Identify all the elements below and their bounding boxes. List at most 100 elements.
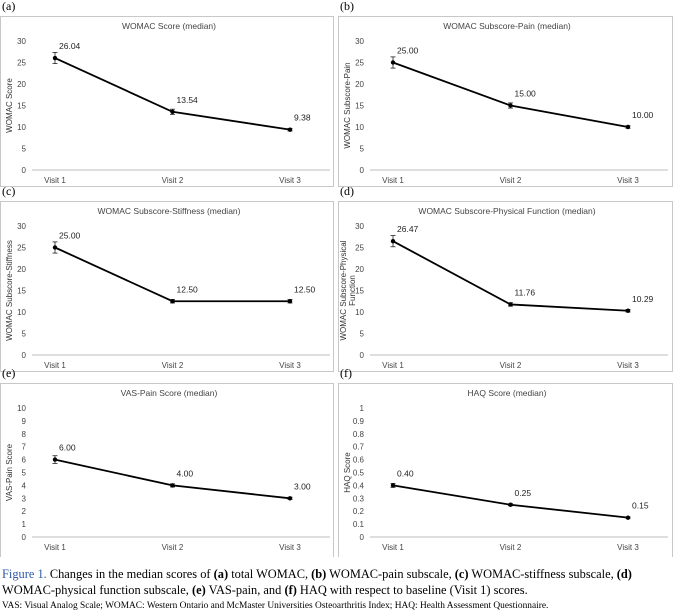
data-label: 0.25 [515, 488, 532, 498]
data-label: 15.00 [515, 89, 537, 99]
y-axis-label: WOMAC Subscore-Pain [343, 62, 352, 148]
y-tick-label: 0.7 [353, 443, 365, 452]
line-chart: WOMAC Subscore-Stiffness (median) 0 5 10 15 2… [0, 201, 334, 372]
y-tick-label: 10 [17, 308, 26, 317]
chart-frame [338, 383, 673, 557]
x-tick-label: Visit 3 [279, 361, 301, 370]
data-label: 3.00 [294, 481, 311, 491]
y-tick-label: 20 [355, 265, 364, 274]
y-axis-label: WOMAC Score [5, 78, 14, 133]
y-tick-label: 4 [22, 481, 27, 490]
x-tick-label: Visit 2 [500, 543, 522, 552]
y-tick-label: 25 [355, 244, 364, 253]
panel-label: (f) [340, 366, 352, 380]
y-tick-label: 2 [22, 507, 27, 516]
panel-label: (b) [340, 0, 354, 13]
chart-title: WOMAC Subscore-Stiffness (median) [98, 206, 241, 216]
panel-label: (e) [2, 366, 16, 380]
caption-panel-ref: (d) [616, 567, 632, 581]
y-tick-label: 7 [22, 443, 27, 452]
y-tick-label: 0 [22, 166, 27, 175]
chart-frame [338, 16, 673, 187]
caption-panel-ref: (e) [191, 582, 206, 597]
x-tick-label: Visit 1 [382, 361, 404, 370]
y-tick-label: 0.4 [353, 481, 365, 490]
chart-panel: (f) HAQ Score (median) 0 0.1 0.2 0.3 0.4 0.5 0.6… [338, 366, 673, 557]
caption-panel-ref: (b) [311, 567, 327, 581]
y-tick-label: 10 [355, 123, 364, 132]
caption-panel-ref: (a) [213, 567, 229, 581]
line-chart: WOMAC Score (median) 0 5 10 15 20 25 30 Visit 1 V… [0, 16, 334, 187]
x-tick-label: Visit 2 [162, 543, 184, 552]
panel-label: (a) [2, 0, 16, 13]
y-tick-label: 5 [22, 469, 27, 478]
data-label: 10.00 [632, 110, 654, 120]
y-axis-label: WOMAC Subscore-Physical [339, 240, 348, 340]
y-axis-label: HAQ Score [343, 452, 352, 493]
data-point [287, 299, 293, 304]
chart-frame [0, 383, 334, 557]
x-tick-label: Visit 3 [617, 176, 639, 185]
data-point [390, 483, 396, 488]
y-tick-label: 25 [17, 59, 26, 68]
line-chart: VAS-Pain Score (median) 0 1 2 3 4 5 6 7 8 9 10 Visit… [0, 383, 334, 557]
y-tick-label: 15 [17, 102, 26, 111]
chart-title: HAQ Score (median) [468, 388, 547, 398]
x-tick-label: Visit 3 [617, 543, 639, 552]
y-axis-label: VAS-Pain Score [5, 443, 14, 501]
y-tick-label: 30 [355, 222, 364, 231]
y-tick-label: 20 [17, 265, 26, 274]
x-tick-label: Visit 3 [617, 361, 639, 370]
data-label: 25.00 [397, 46, 419, 56]
data-point [52, 245, 58, 250]
caption-run: Changes in the median scores of [46, 567, 214, 581]
y-tick-label: 0.3 [353, 494, 365, 503]
y-tick-label: 0.5 [353, 469, 365, 478]
caption-panel-ref: (c) [454, 567, 469, 581]
data-point [170, 109, 175, 114]
data-point [52, 457, 58, 462]
figure-label: Figure 1. [2, 567, 47, 581]
caption-panel-ref: (f) [284, 582, 297, 597]
y-tick-label: 10 [17, 404, 26, 413]
x-tick-label: Visit 1 [382, 176, 404, 185]
chart-panel: (c) WOMAC Subscore-Stiffness (median) 0 5 10… [0, 184, 335, 375]
caption-run: total WOMAC, [228, 567, 312, 581]
x-tick-label: Visit 2 [500, 176, 522, 185]
x-tick-label: Visit 2 [162, 361, 184, 370]
x-tick-label: Visit 2 [162, 176, 184, 185]
y-tick-label: 25 [17, 244, 26, 253]
abbreviation-footnote: VAS: Visual Analog Scale; WOMAC: Western… [2, 601, 549, 611]
y-tick-label: 5 [22, 145, 27, 154]
data-point [390, 238, 396, 244]
data-label: 26.04 [59, 41, 81, 51]
y-tick-label: 5 [360, 145, 365, 154]
y-tick-label: 10 [355, 308, 364, 317]
caption-run: WOMAC-pain subscale, [326, 567, 455, 581]
y-tick-label: 1 [22, 520, 27, 529]
x-tick-label: Visit 3 [279, 543, 301, 552]
data-label: 25.00 [59, 231, 81, 241]
data-label: 9.38 [294, 113, 311, 123]
caption-run: WOMAC-physical function subscale, [2, 582, 192, 597]
panel-label: (c) [2, 184, 16, 198]
data-point [625, 515, 631, 520]
data-point [170, 483, 175, 488]
y-tick-label: 30 [17, 37, 26, 46]
line-chart: WOMAC Subscore-Pain (median) 0 5 10 15 20 25 30… [338, 16, 673, 187]
data-label: 10.29 [632, 294, 654, 304]
x-tick-label: Visit 3 [279, 176, 301, 185]
y-axis-label: Function [348, 275, 357, 306]
y-tick-label: 30 [355, 37, 364, 46]
y-tick-label: 1 [360, 404, 365, 413]
chart-panel: (b) WOMAC Subscore-Pain (median) 0 5 10 15 20 2… [338, 0, 673, 190]
chart-title: WOMAC Score (median) [122, 21, 216, 31]
data-label: 0.40 [397, 468, 414, 478]
chart-frame [338, 201, 673, 372]
data-point [287, 127, 293, 132]
y-tick-label: 20 [355, 80, 364, 89]
y-tick-label: 25 [355, 59, 364, 68]
caption-run: VAS-pain, and [205, 582, 285, 597]
chart-panel: (e) VAS-Pain Score (median) 0 1 2 3 4 5 6 7 8 9 10 Vi… [0, 366, 335, 557]
y-tick-label: 0.1 [353, 520, 365, 529]
